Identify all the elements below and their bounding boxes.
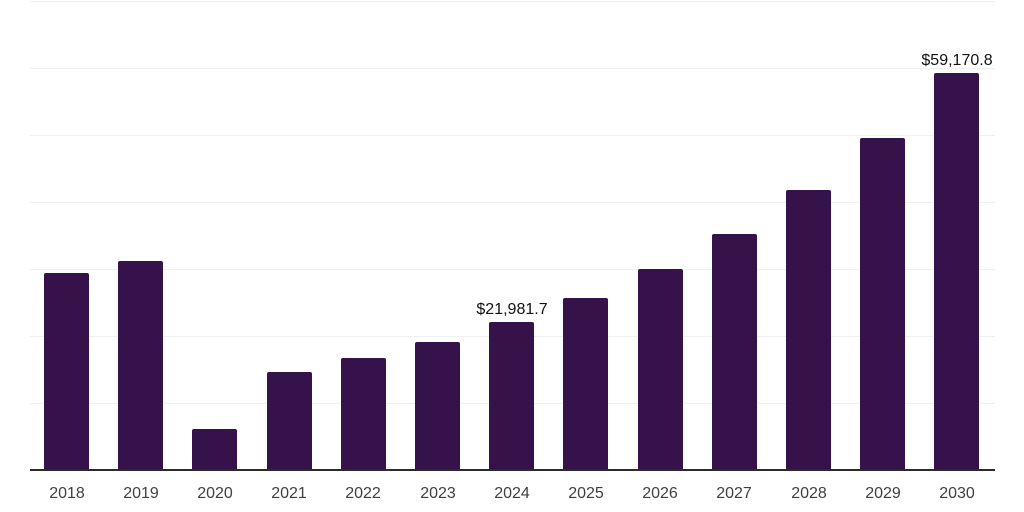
bar-2026[interactable] [638, 269, 683, 469]
tick-label-2029: 2029 [865, 485, 901, 502]
bar-2022[interactable] [341, 358, 386, 469]
bar-2027[interactable] [712, 234, 757, 469]
tick-label-2020: 2020 [197, 485, 233, 502]
x-axis-line [30, 469, 995, 471]
gridline-60000 [30, 68, 995, 69]
plot-area: $21,981.7 $59,170.8 [30, 0, 995, 471]
gridline-30000 [30, 269, 995, 270]
tick-label-2021: 2021 [271, 485, 307, 502]
tick-label-2024: 2024 [494, 485, 530, 502]
bar-2028[interactable] [786, 190, 831, 469]
bar-2025[interactable] [563, 298, 608, 469]
bar-2029[interactable] [860, 138, 905, 469]
gridline-50000 [30, 135, 995, 136]
bar-2020[interactable] [192, 429, 237, 469]
bar-2024[interactable] [489, 322, 534, 469]
data-label-2030: $59,170.8 [921, 52, 993, 69]
bar-2030[interactable] [934, 73, 979, 469]
data-label-2024: $21,981.7 [476, 301, 548, 318]
tick-label-2019: 2019 [123, 485, 159, 502]
tick-label-2018: 2018 [49, 485, 85, 502]
gridline-40000 [30, 202, 995, 203]
bar-2019[interactable] [118, 261, 163, 469]
gridline-70000 [30, 1, 995, 2]
tick-label-2025: 2025 [568, 485, 604, 502]
tick-label-2026: 2026 [642, 485, 678, 502]
bar-2021[interactable] [267, 372, 312, 469]
tick-label-2022: 2022 [345, 485, 381, 502]
bar-2023[interactable] [415, 342, 460, 469]
tick-label-2023: 2023 [420, 485, 456, 502]
bar-2018[interactable] [44, 273, 89, 469]
tick-label-2027: 2027 [716, 485, 752, 502]
tick-label-2028: 2028 [791, 485, 827, 502]
tick-label-2030: 2030 [939, 485, 975, 502]
